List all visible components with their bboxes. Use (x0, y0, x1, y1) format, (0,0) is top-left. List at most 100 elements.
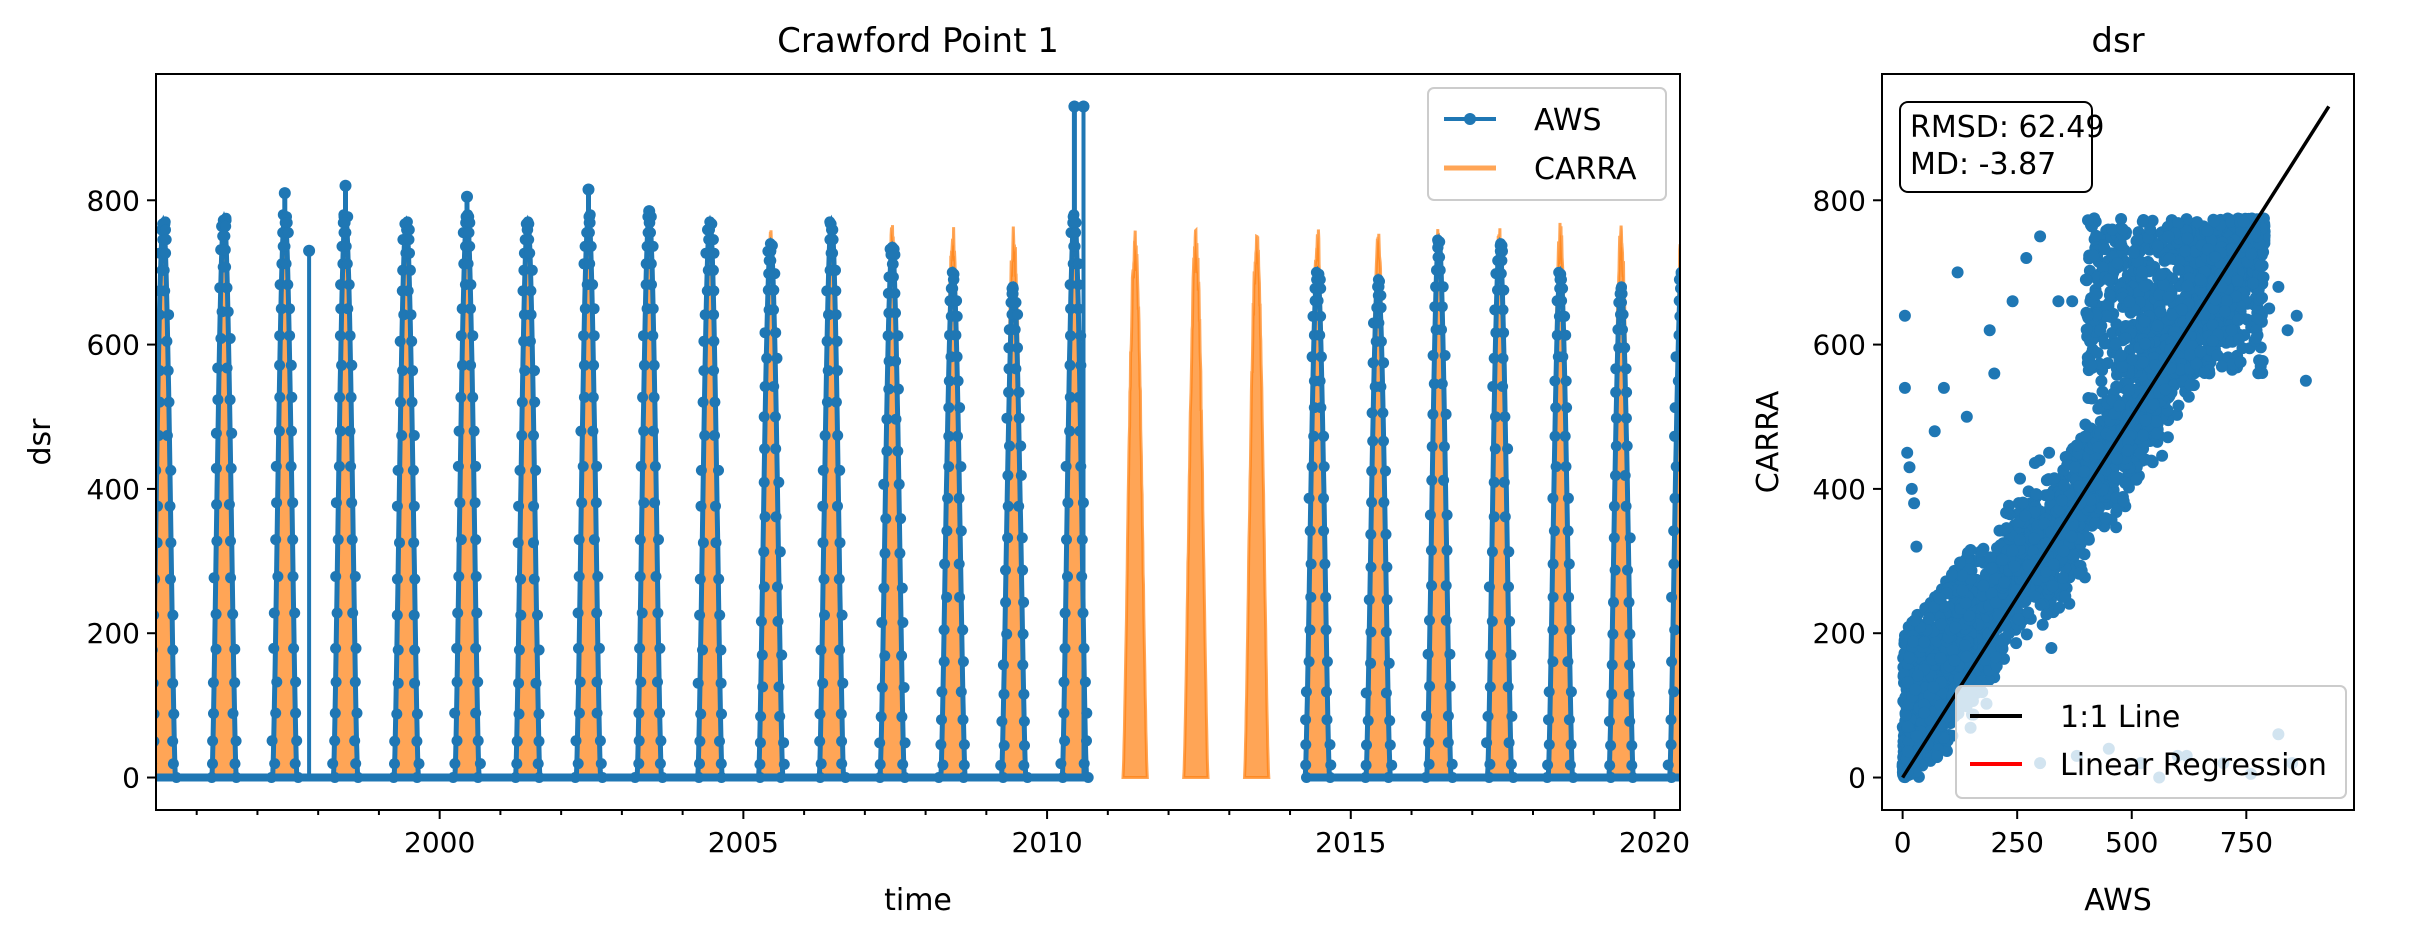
aws-point (346, 497, 358, 509)
aws-point (593, 642, 605, 654)
aws-point (1444, 680, 1456, 692)
aws-point (1620, 412, 1632, 424)
aws-point (519, 365, 531, 377)
aws-point (817, 537, 829, 549)
aws-point (161, 430, 173, 441)
scatter-point (2020, 252, 2033, 264)
scatter-point (2105, 430, 2118, 443)
aws-point (1626, 740, 1638, 751)
aws-point (707, 234, 719, 246)
aws-point (1365, 657, 1377, 669)
aws-point (770, 327, 782, 339)
scatter-point (2172, 263, 2185, 276)
aws-point (284, 330, 296, 342)
aws-point (1303, 656, 1315, 668)
aws-point (158, 264, 170, 276)
aws-point (578, 391, 590, 403)
aws-point (588, 303, 600, 315)
aws-point (1320, 591, 1332, 603)
aws-point (836, 609, 848, 621)
aws-point (638, 330, 649, 342)
scatter-point (2090, 478, 2103, 491)
timeseries-xtick-label: 2000 (404, 826, 475, 859)
aws-point (892, 383, 904, 395)
aws-point (270, 534, 282, 546)
aws-point (707, 264, 719, 276)
aws-point (1003, 386, 1015, 398)
aws-point (941, 525, 953, 537)
scatter-point (2151, 240, 2164, 253)
aws-point (765, 245, 777, 257)
aws-point (1004, 440, 1015, 452)
aws-point (893, 478, 905, 490)
aws-point (403, 234, 415, 246)
aws-point (876, 682, 888, 693)
aws-point (897, 758, 909, 770)
aws-point (887, 271, 899, 283)
scatter-point (2057, 571, 2069, 584)
aws-point (1070, 227, 1082, 239)
aws-point (1688, 739, 1699, 750)
aws-point (1427, 350, 1439, 361)
aws-point (513, 708, 525, 720)
aws-point (898, 682, 910, 693)
legend-aws-marker (1464, 113, 1476, 125)
aws-point (1486, 546, 1498, 558)
aws-point (1499, 511, 1511, 523)
scatter-point (2113, 399, 2126, 412)
aws-point (948, 274, 960, 286)
scatter-point (1935, 618, 1948, 631)
aws-point (1619, 342, 1631, 354)
aws-point (1380, 687, 1392, 699)
aws-point (403, 224, 415, 236)
aws-point (1488, 352, 1500, 364)
aws-point (883, 383, 895, 395)
aws-point (1621, 386, 1633, 398)
aws-point (936, 714, 947, 726)
aws-point (633, 758, 645, 770)
aws-point (220, 220, 232, 232)
aws-point (404, 247, 415, 259)
aws-point (165, 573, 176, 585)
aws-point (397, 264, 409, 276)
aws-point (402, 285, 414, 297)
aws-point (1562, 525, 1574, 537)
aws-point (830, 396, 842, 408)
scatter-point (2211, 349, 2224, 362)
aws-point (1549, 375, 1561, 387)
aws-point (648, 391, 660, 403)
aws-point (638, 497, 650, 509)
carra-season-2011 (1121, 230, 1149, 779)
aws-point (954, 591, 966, 603)
aws-point (339, 217, 351, 229)
aws-point (896, 582, 908, 594)
aws-point (761, 352, 773, 364)
aws-point (695, 708, 707, 720)
aws-point (653, 534, 664, 546)
aws-point (1314, 274, 1326, 286)
aws-point (1423, 737, 1435, 748)
scatter-point (2233, 333, 2246, 346)
aws-point (513, 644, 525, 656)
scatter-point (2079, 430, 2091, 443)
aws-point (1366, 496, 1378, 508)
aws-point (1624, 659, 1636, 671)
aws-point (514, 464, 526, 476)
aws-point (654, 707, 666, 719)
aws-point (710, 500, 721, 512)
aws-point (714, 735, 725, 747)
scatter-point (2231, 274, 2244, 287)
aws-point (595, 758, 607, 770)
scatter-point (1934, 699, 1947, 712)
scatter-plot-area (1896, 105, 2331, 784)
scatter-point (1964, 544, 1977, 556)
aws-point (454, 497, 466, 509)
aws-point (517, 285, 529, 297)
aws-point (1380, 528, 1392, 540)
aws-point (1425, 544, 1437, 556)
aws-point (394, 537, 405, 549)
aws-point (289, 607, 301, 619)
aws-point (758, 581, 770, 593)
aws-point (1609, 564, 1621, 576)
scatter-point (2256, 291, 2268, 304)
